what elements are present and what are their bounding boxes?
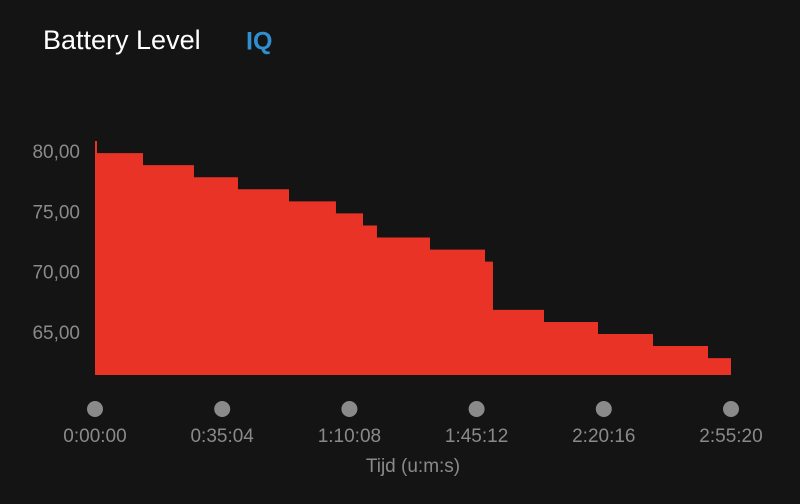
- chart-title: Battery Level: [43, 25, 201, 55]
- y-tick-label: 65,00: [32, 323, 80, 344]
- x-tick-dot: [214, 401, 231, 417]
- x-tick-dot: [87, 401, 103, 417]
- x-tick-label: 0:00:00: [63, 426, 126, 447]
- y-tick-label: 70,00: [32, 263, 80, 284]
- x-tick-label: 2:20:16: [572, 426, 635, 447]
- x-tick-label: 0:35:04: [190, 426, 254, 447]
- y-tick-label: 75,00: [32, 202, 80, 223]
- x-tick-label: 1:45:12: [445, 426, 508, 447]
- x-tick-label: 1:10:08: [318, 426, 381, 447]
- x-tick-label: 2:55:20: [699, 426, 762, 447]
- x-tick-dot: [595, 401, 612, 417]
- x-tick-dot: [723, 401, 739, 417]
- x-axis-title: Tijd (u:m:s): [366, 456, 460, 477]
- logo: IQ: [246, 28, 272, 56]
- y-tick-label: 80,00: [32, 142, 80, 163]
- x-tick-dot: [341, 401, 358, 417]
- x-tick-dot: [468, 401, 485, 417]
- battery-area: [95, 141, 731, 375]
